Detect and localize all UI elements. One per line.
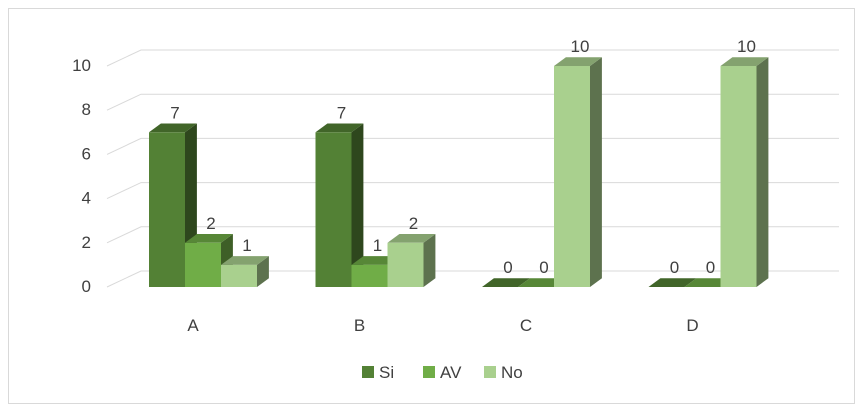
- legend-swatch: [484, 366, 496, 378]
- x-tick-label: D: [686, 316, 698, 335]
- bar: [684, 278, 733, 287]
- data-label: 0: [706, 258, 715, 277]
- y-tick-label: 4: [82, 189, 91, 208]
- x-axis-category-labels: A B C D: [187, 316, 698, 335]
- data-label: 10: [571, 37, 590, 56]
- data-label: 2: [409, 214, 418, 233]
- legend: Si AV No: [362, 363, 523, 382]
- data-label: 0: [539, 258, 548, 277]
- legend-label: Si: [379, 363, 394, 382]
- y-tick-label: 6: [82, 144, 91, 163]
- data-label: 7: [337, 103, 346, 122]
- bar: [554, 57, 602, 288]
- bar: [149, 123, 197, 287]
- y-axis-tick-labels: 0 2 4 6 8 10: [72, 56, 91, 296]
- y-tick-label: 0: [82, 277, 91, 296]
- data-labels: 7 2 1 7 1 2 0 0 10 0 0 10: [170, 37, 756, 277]
- legend-item: AV: [423, 363, 462, 382]
- gridlines: [106, 49, 839, 288]
- legend-item: No: [484, 363, 523, 382]
- gridline: [106, 137, 839, 155]
- legend-swatch: [423, 366, 435, 378]
- x-tick-label: A: [187, 316, 199, 335]
- chart-frame: 0 2 4 6 8 10 7 2 1 7 1 2 0 0 10 0 0 10 A B C D Si AV No: [8, 8, 855, 404]
- data-label: 1: [373, 236, 382, 255]
- x-tick-label: C: [520, 316, 532, 335]
- gridline: [106, 49, 839, 67]
- data-label: 10: [737, 37, 756, 56]
- bar: [720, 57, 769, 288]
- bars: [149, 57, 769, 288]
- legend-swatch: [362, 366, 374, 378]
- data-label: 0: [503, 258, 512, 277]
- legend-label: No: [501, 363, 523, 382]
- data-label: 7: [170, 103, 179, 122]
- bar: [315, 123, 364, 287]
- gridline: [106, 182, 839, 200]
- bar-chart: 0 2 4 6 8 10 7 2 1 7 1 2 0 0 10 0 0 10 A B C D Si AV No: [72, 37, 839, 382]
- y-tick-label: 2: [82, 233, 91, 252]
- bar: [648, 278, 697, 287]
- bar: [387, 234, 436, 287]
- gridline: [106, 270, 839, 288]
- y-tick-label: 10: [72, 56, 91, 75]
- x-tick-label: B: [354, 316, 365, 335]
- legend-label: AV: [440, 363, 462, 382]
- bar: [221, 256, 269, 287]
- data-label: 2: [206, 214, 215, 233]
- legend-item: Si: [362, 363, 394, 382]
- gridline: [106, 93, 839, 111]
- gridline: [106, 226, 839, 244]
- data-label: 0: [670, 258, 679, 277]
- y-tick-label: 8: [82, 100, 91, 119]
- bar: [518, 278, 566, 287]
- data-label: 1: [242, 236, 251, 255]
- bar: [482, 278, 530, 287]
